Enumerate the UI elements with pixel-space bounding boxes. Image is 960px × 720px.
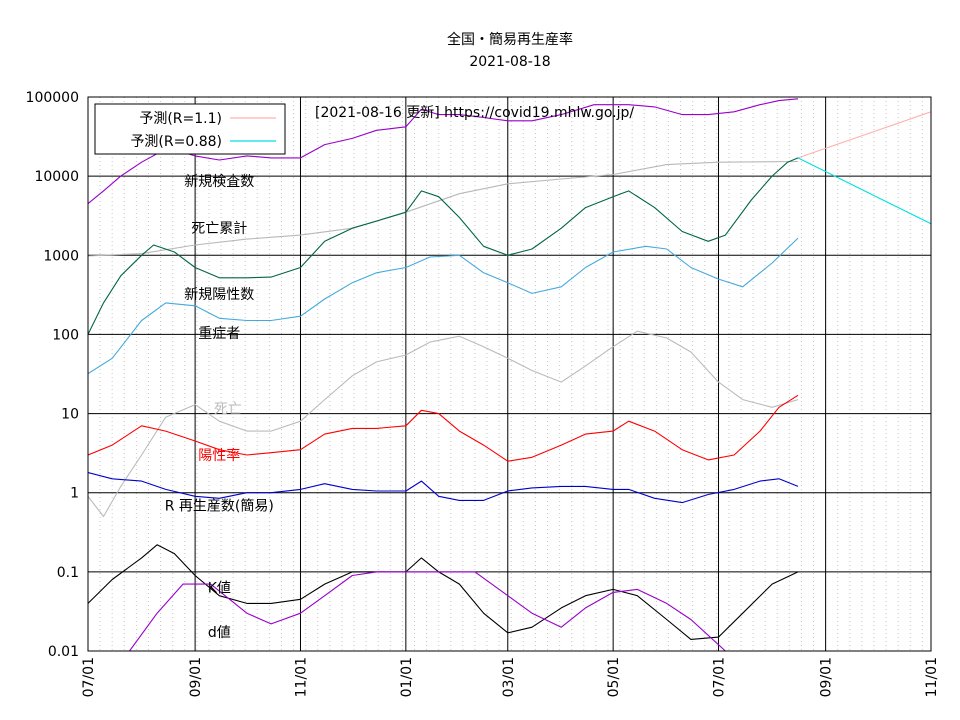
- series-line: [88, 544, 799, 640]
- x-tick-label: 07/01: [81, 657, 97, 697]
- annotation-label: d値: [208, 625, 231, 641]
- series-line: [88, 330, 799, 518]
- annotation-label: 死亡: [214, 402, 242, 418]
- series-line: [88, 157, 799, 335]
- y-tick-label: 0.01: [48, 644, 79, 660]
- series-line: [88, 471, 799, 504]
- x-axis: 07/01 09/01 11/01 01/01 03/01 05/01 07/01 09/01…: [81, 657, 940, 697]
- series-layer: [88, 98, 931, 651]
- annotation-label: 新規検査数: [184, 174, 254, 190]
- chart-subtitle: 2021-08-18: [469, 54, 550, 70]
- annotation-label: 重症者: [198, 326, 240, 342]
- y-tick-label: 10: [61, 407, 79, 423]
- series-line: [88, 394, 799, 462]
- y-tick-label: 100000: [26, 90, 79, 106]
- source-note: [2021-08-16 更新] https://covid19.mhlw.go.…: [315, 105, 634, 121]
- annotation-label: K値: [208, 580, 231, 596]
- x-tick-label: 09/01: [188, 657, 204, 697]
- legend-box: [94, 103, 286, 155]
- y-tick-label: 10000: [34, 169, 79, 185]
- annotation-label: R 再生産数(簡易): [165, 498, 274, 514]
- minor-grid: [99, 97, 923, 651]
- series-line: [797, 111, 931, 159]
- x-tick-label: 07/01: [712, 657, 728, 697]
- legend-label: 予測(R=1.1): [139, 111, 222, 127]
- annotation-label: 新規陽性数: [184, 287, 254, 303]
- y-tick-label: 1000: [43, 248, 79, 264]
- plot-frame: [87, 96, 932, 652]
- x-tick-label: 03/01: [501, 657, 517, 697]
- x-tick-label: 11/01: [293, 657, 309, 697]
- x-tick-label: 01/01: [399, 657, 415, 697]
- series-line: [797, 157, 931, 225]
- series-line: [88, 160, 799, 257]
- series-line: [129, 571, 726, 651]
- y-tick-label: 100: [52, 327, 79, 343]
- legend-label: 予測(R=0.88): [130, 134, 222, 150]
- chart-title: 全国・簡易再生産率: [447, 31, 573, 48]
- x-tick-label: 05/01: [606, 657, 622, 697]
- x-tick-label: 11/01: [924, 657, 940, 697]
- y-tick-label: 0.1: [57, 565, 79, 581]
- annotation-label: 死亡累計: [191, 221, 247, 237]
- annotation-label: 陽性率: [198, 447, 240, 464]
- y-axis: 0.01 0.1 1 10 100 1000 10000 100000: [26, 90, 79, 660]
- y-tick-label: 1: [70, 486, 79, 502]
- series-line: [88, 237, 799, 375]
- legend: 予測(R=1.1) 予測(R=0.88): [94, 103, 286, 155]
- x-tick-label: 09/01: [819, 657, 835, 697]
